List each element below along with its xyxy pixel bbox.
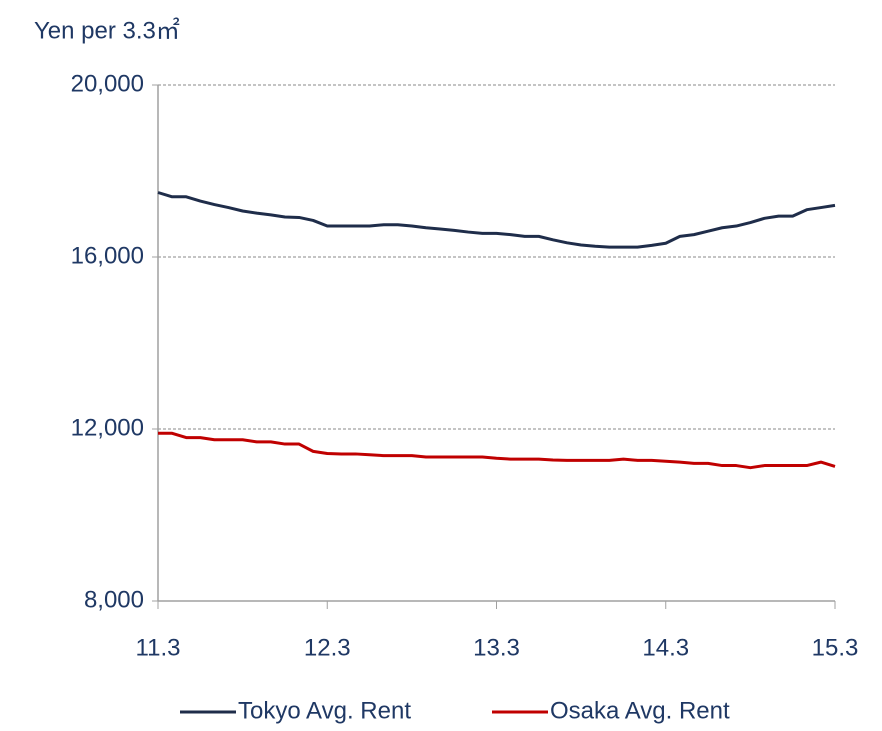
legend-label: Tokyo Avg. Rent <box>238 697 411 724</box>
legend-label: Osaka Avg. Rent <box>550 697 730 724</box>
y-tick-label: 8,000 <box>84 586 144 613</box>
y-tick-label: 12,000 <box>71 414 144 441</box>
y-tick-label: 16,000 <box>71 242 144 269</box>
x-tick-label: 14.3 <box>642 634 689 661</box>
line-series <box>157 191 836 249</box>
y-tick-label: 20,000 <box>71 70 144 97</box>
x-tick-label: 15.3 <box>812 634 859 661</box>
x-tick-label: 12.3 <box>304 634 351 661</box>
x-tick-label: 13.3 <box>473 634 520 661</box>
line-series <box>158 431 836 470</box>
x-tick-label: 11.3 <box>136 634 181 661</box>
chart-title: Yen per 3.3㎡ <box>34 17 180 44</box>
